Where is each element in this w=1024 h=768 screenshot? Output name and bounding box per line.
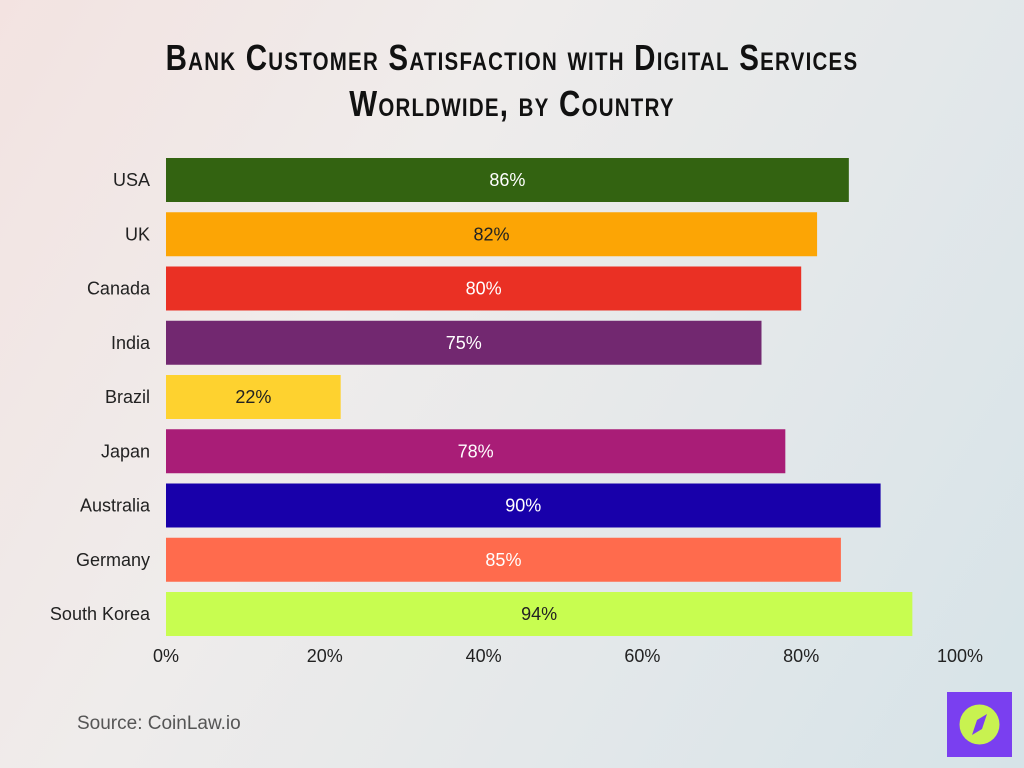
bar-india <box>166 320 762 365</box>
data-label: 22% <box>235 387 271 407</box>
category-label: South Korea <box>50 604 151 624</box>
data-label: 86% <box>489 170 525 190</box>
x-tick-label: 60% <box>624 646 660 666</box>
category-label: Australia <box>80 496 151 516</box>
x-tick-label: 0% <box>153 646 179 666</box>
x-tick-label: 40% <box>466 646 502 666</box>
bar-canada <box>166 266 802 311</box>
bar-japan <box>166 429 786 474</box>
data-label: 85% <box>485 550 521 570</box>
category-label: UK <box>125 224 150 244</box>
x-tick-label: 100% <box>937 646 983 666</box>
category-label: Germany <box>76 550 150 570</box>
chart-title-line-2: Worldwide, by Country <box>349 83 675 124</box>
source-note: Source: CoinLaw.io <box>77 713 241 734</box>
category-label: USA <box>113 170 150 190</box>
data-label: 82% <box>474 224 510 244</box>
bar-usa <box>166 158 849 202</box>
data-label: 94% <box>521 604 557 624</box>
x-tick-label: 80% <box>783 646 819 666</box>
bar-australia <box>166 483 881 528</box>
bar-uk <box>166 212 818 257</box>
brand-logo <box>947 692 1012 757</box>
data-label: 75% <box>446 333 482 353</box>
bar-germany <box>166 537 841 582</box>
data-label: 78% <box>458 441 494 461</box>
data-label: 90% <box>505 496 541 516</box>
bar-brazil <box>166 375 341 419</box>
category-label: Japan <box>101 441 150 461</box>
data-label: 80% <box>466 279 502 299</box>
compass-icon <box>959 704 1000 745</box>
category-label: India <box>111 333 151 353</box>
bar-south-korea <box>166 592 913 636</box>
x-tick-label: 20% <box>307 646 343 666</box>
category-label: Canada <box>87 279 151 299</box>
chart-title-line-1: Bank Customer Satisfaction with Digital … <box>165 37 859 78</box>
category-label: Brazil <box>105 387 150 407</box>
